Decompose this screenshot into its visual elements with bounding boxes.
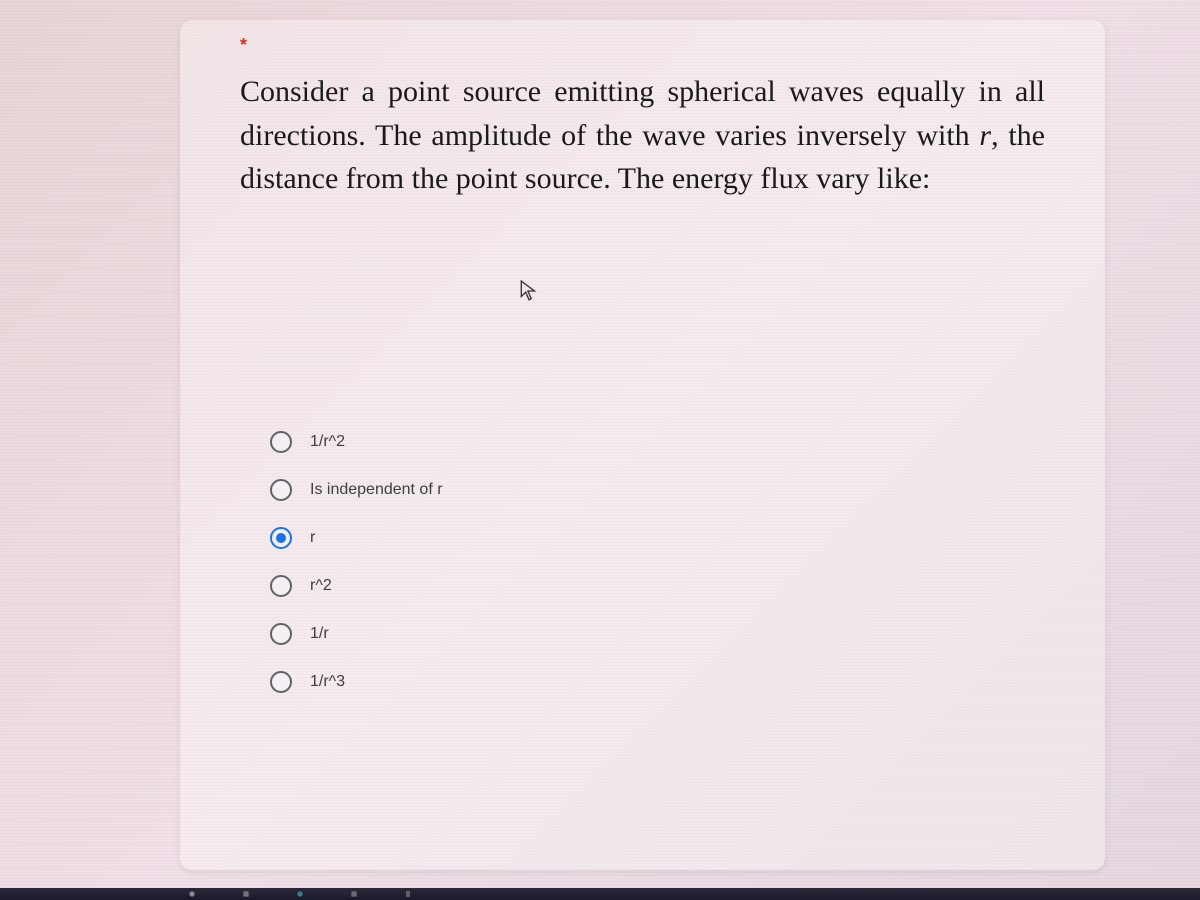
option-row[interactable]: Is independent of r xyxy=(270,479,1045,501)
taskbar xyxy=(0,888,1200,900)
options-group: 1/r^2 Is independent of r r r^2 1/r 1/r^… xyxy=(270,431,1045,693)
question-card: * Consider a point source emitting spher… xyxy=(180,20,1105,870)
question-text: Consider a point source emitting spheric… xyxy=(240,70,1045,201)
taskbar-app-icon[interactable] xyxy=(234,890,258,898)
option-row[interactable]: 1/r xyxy=(270,623,1045,645)
option-row[interactable]: r xyxy=(270,527,1045,549)
taskbar-app-icon[interactable] xyxy=(396,890,420,898)
radio-button[interactable] xyxy=(270,623,292,645)
radio-button[interactable] xyxy=(270,431,292,453)
option-label: 1/r xyxy=(310,625,329,643)
required-indicator: * xyxy=(240,35,247,56)
option-label: Is independent of r xyxy=(310,481,443,499)
option-row[interactable]: 1/r^3 xyxy=(270,671,1045,693)
option-label: 1/r^3 xyxy=(310,673,345,691)
question-variable: r xyxy=(979,119,991,152)
radio-button[interactable] xyxy=(270,671,292,693)
question-part1: Consider a point source emitting spheric… xyxy=(240,75,1045,152)
radio-button[interactable] xyxy=(270,479,292,501)
taskbar-app-icon[interactable] xyxy=(342,890,366,898)
option-label: r^2 xyxy=(310,577,332,595)
option-row[interactable]: r^2 xyxy=(270,575,1045,597)
option-label: r xyxy=(310,529,315,547)
option-label: 1/r^2 xyxy=(310,433,345,451)
radio-button[interactable] xyxy=(270,575,292,597)
taskbar-icons xyxy=(180,890,420,898)
cursor-icon xyxy=(520,280,538,302)
taskbar-app-icon[interactable] xyxy=(180,890,204,898)
option-row[interactable]: 1/r^2 xyxy=(270,431,1045,453)
taskbar-app-icon[interactable] xyxy=(288,890,312,898)
radio-button-selected[interactable] xyxy=(270,527,292,549)
